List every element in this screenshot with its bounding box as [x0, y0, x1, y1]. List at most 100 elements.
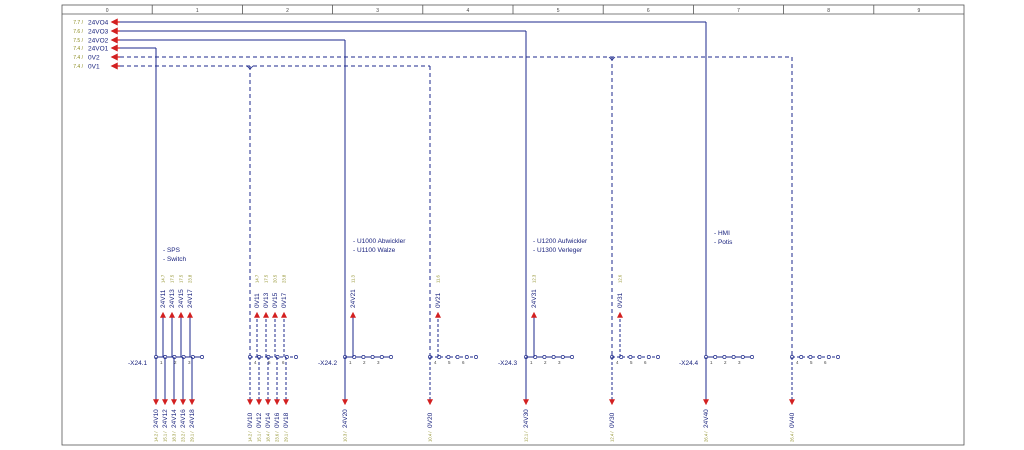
terminal-point [808, 355, 813, 359]
terminal-number: 5 [810, 360, 813, 365]
output-up-label: 0V31 [617, 292, 624, 308]
terminal-point [551, 355, 556, 359]
output-up-ref: 23.8 [188, 274, 193, 283]
terminal-point [570, 355, 574, 359]
column-number: 8 [827, 8, 830, 14]
sheet-frame [61, 4, 965, 446]
terminal-strip-name: -X24.1 [128, 360, 148, 367]
terminal-block-g2b: 4 5 6 0V21 11.6 0V20 10.4 / [427, 274, 478, 442]
consumer-note: - HMI [714, 230, 730, 237]
terminal-point [713, 355, 718, 359]
terminal-point [722, 355, 727, 359]
terminal-number: 1 [710, 360, 713, 365]
terminal-point [740, 355, 745, 359]
output-up-label: 0V11 [254, 293, 261, 308]
terminal-number: 4 [254, 360, 257, 365]
output-down-ref: 15.1 / [163, 431, 168, 442]
terminal-strip-name: -X24.4 [679, 360, 699, 367]
output-up-label: 24V31 [531, 289, 538, 308]
output-down-ref: 18.3 / [172, 431, 177, 442]
terminal-number: 3 [738, 360, 741, 365]
rail-label: 0V2 [88, 55, 100, 62]
terminal-point [275, 355, 280, 359]
output-down-ref: 23.2 / [181, 431, 186, 442]
output-up-ref: 11.3 [351, 274, 356, 283]
rail-cross-ref: 7.6 / [73, 29, 83, 35]
output-down-label: 24V20 [342, 409, 349, 428]
rail-cross-ref: 7.5 / [73, 38, 83, 44]
terminal-number: 2 [544, 360, 547, 365]
terminal-point [646, 355, 651, 359]
output-up-ref: 12.6 [618, 274, 623, 283]
terminal-number: 3 [377, 360, 380, 365]
terminal-point [294, 355, 298, 359]
output-down-label: 24V18 [189, 409, 196, 428]
output-down-ref: 18.4 / [266, 431, 271, 442]
terminal-number: 1 [349, 360, 352, 365]
output-down-label: 0V14 [265, 412, 272, 428]
terminal-number: 6 [824, 360, 827, 365]
rail-label: 24VO1 [88, 46, 109, 53]
frame-border [61, 4, 965, 446]
terminal-number: 4 [616, 360, 619, 365]
terminal-point [542, 355, 547, 359]
terminal-number: 6 [462, 360, 465, 365]
output-up-label: 24V11 [160, 289, 167, 308]
terminal-point [637, 355, 642, 359]
output-down-label: 0V16 [274, 412, 281, 428]
terminal-point [750, 355, 754, 359]
terminal-number: 1 [160, 360, 163, 365]
consumer-note: - U1300 Verleger [533, 247, 583, 254]
terminal-block-g3b: 4 5 6 0V31 12.6 0V30 12.4 / [609, 274, 660, 442]
terminal-number: 4 [434, 360, 437, 365]
terminal-point [656, 355, 660, 359]
output-down-ref: 14.2 / [248, 431, 253, 442]
output-up-label: 24V15 [178, 289, 185, 308]
output-up-label: 24V17 [187, 289, 194, 308]
terminal-block-g4: 1 2 3 24V40 26.4 / [703, 355, 754, 442]
terminal-point [446, 355, 451, 359]
output-down-label: 0V12 [256, 412, 263, 428]
output-up-label: 0V17 [281, 292, 288, 308]
terminal-strip-name: -X24.3 [498, 360, 518, 367]
terminal-point [200, 355, 204, 359]
column-number: 5 [557, 8, 560, 14]
consumer-note: - Potis [714, 239, 733, 246]
terminal-number: 6 [282, 360, 285, 365]
supply-rails: 7.7 / 24VO4 7.6 / 24VO3 7.5 / 24VO2 7.4 / 24VO1… [73, 18, 792, 71]
terminal-number: 3 [558, 360, 561, 365]
output-up-ref: 20.5 [273, 274, 278, 283]
output-down-ref: 10.3 / [343, 431, 348, 442]
rail-cross-ref: 7.4 / [73, 64, 83, 70]
terminal-point [817, 355, 822, 359]
output-up-ref: 17.5 [264, 274, 269, 283]
rail-cross-ref: 7.4 / [73, 55, 83, 61]
output-down-ref: 26.4 / [790, 431, 795, 442]
terminal-strip-name: -X24.2 [318, 360, 338, 367]
output-down-label: 0V20 [427, 412, 434, 428]
output-down-ref: 14.2 / [154, 431, 159, 442]
terminal-number: 2 [724, 360, 727, 365]
column-number: 4 [467, 8, 470, 14]
output-up-label: 0V21 [435, 292, 442, 308]
output-down-label: 24V16 [180, 409, 187, 428]
terminal-number: 2 [174, 360, 177, 365]
terminal-point [826, 355, 831, 359]
output-down-ref: 29.1 / [190, 431, 195, 442]
terminal-block-g1b: 4 5 60V1114.70V1317.50V1520.50V1723.80V101… [247, 274, 298, 442]
output-up-label: 24V21 [350, 289, 357, 308]
output-up-ref: 14.7 [161, 274, 166, 283]
column-number: 1 [196, 8, 199, 14]
output-down-label: 0V30 [609, 412, 616, 428]
column-number-row: 0 1 2 3 4 5 6 7 8 9 [106, 5, 921, 14]
rail-cross-ref: 7.4 / [73, 46, 83, 52]
output-down-label: 0V18 [283, 412, 290, 428]
terminal-block-g3: 1 2 3 24V31 12.3 24V30 12.1 / [523, 274, 574, 442]
output-up-ref: 17.5 [179, 274, 184, 283]
output-up-ref: 17.5 [170, 274, 175, 283]
output-down-ref: 29.1 / [284, 431, 289, 442]
terminal-number: 5 [630, 360, 633, 365]
output-up-ref: 11.6 [436, 274, 441, 283]
junction-tick [608, 56, 616, 61]
output-up-label: 24V13 [169, 289, 176, 308]
